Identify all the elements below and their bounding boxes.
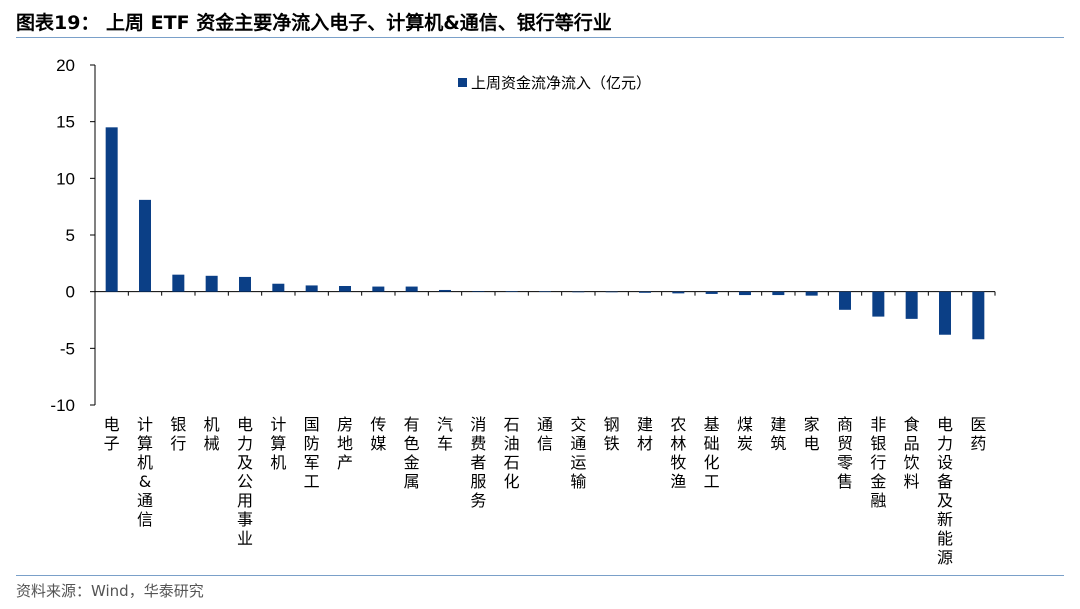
y-tick-label: -5: [60, 339, 75, 358]
category-label: 机械: [204, 415, 220, 453]
bar: [139, 199, 151, 292]
bar: [172, 274, 185, 292]
y-tick-label: 0: [66, 283, 75, 302]
bar: [972, 291, 985, 340]
y-axis-ticks: 20 15 10 5 0 -5 -10: [50, 56, 95, 415]
y-tick-label: 10: [56, 169, 75, 188]
bar: [572, 291, 585, 293]
category-label: 煤炭: [737, 415, 753, 453]
bar: [939, 291, 951, 335]
category-label: 电子: [104, 415, 120, 453]
bar: [805, 291, 818, 296]
footer-divider: [16, 575, 1064, 576]
bar: [905, 291, 918, 319]
category-label: 电力及公用事业: [237, 415, 253, 548]
bar: [239, 276, 251, 292]
bar: [739, 291, 751, 296]
category-label: 农林牧渔: [670, 415, 686, 491]
bar: [439, 289, 451, 292]
category-label: 建材: [637, 415, 653, 453]
bar: [672, 291, 685, 294]
category-label: 石油石化: [504, 415, 520, 491]
category-label: 交通运输: [570, 415, 586, 491]
y-tick-label: 20: [56, 56, 75, 75]
category-label: 传媒: [370, 415, 386, 453]
category-label: 计算机: [270, 415, 286, 472]
bar: [472, 291, 485, 292]
category-label: 通信: [537, 415, 553, 453]
y-tick-label: 15: [56, 113, 75, 132]
bar: [339, 286, 351, 292]
chart-legend: 上周资金流净流入（亿元）: [458, 74, 651, 92]
category-label: 医药: [970, 415, 986, 453]
bar: [505, 291, 518, 292]
category-label: 基础化工: [704, 415, 720, 491]
category-label: 家电: [804, 415, 820, 453]
bar: [705, 291, 718, 294]
category-label: 房地产: [337, 415, 353, 472]
bar: [305, 285, 318, 292]
bar: [772, 291, 785, 296]
bar: [105, 127, 118, 292]
bar: [405, 286, 418, 292]
category-label: 电力设备及新能源: [937, 415, 953, 567]
category-label: 银行: [170, 415, 186, 453]
figure-title: 图表19： 上周 ETF 资金主要净流入电子、计算机&通信、银行等行业: [16, 12, 612, 34]
category-label: 商贸零售: [837, 415, 853, 491]
header-divider: [16, 37, 1064, 38]
bar: [205, 275, 218, 292]
legend-swatch: [458, 78, 467, 87]
chart-axes: [94, 65, 995, 405]
bar: [872, 291, 885, 317]
y-tick-label: -10: [50, 396, 75, 415]
legend-label: 上周资金流净流入（亿元）: [471, 74, 651, 92]
bar: [605, 291, 618, 293]
bar: [272, 283, 285, 292]
bar: [839, 291, 851, 310]
source-note: 资料来源：Wind，华泰研究: [16, 582, 204, 600]
chart-bars: [105, 127, 985, 340]
category-label: 建筑: [770, 415, 786, 453]
category-label: 非银行金融: [870, 415, 886, 510]
category-label: 汽车: [437, 415, 453, 453]
category-label: 消费者服务: [470, 415, 486, 510]
bar: [639, 291, 651, 293]
category-label: 有色金属: [404, 415, 420, 491]
category-label: 钢铁: [604, 415, 620, 453]
category-label: 计算机&通信: [137, 415, 153, 529]
bar: [372, 286, 385, 292]
y-tick-label: 5: [66, 226, 75, 245]
category-label: 食品饮料: [904, 415, 920, 491]
category-label: 国防军工: [304, 415, 320, 491]
bar: [539, 291, 551, 293]
